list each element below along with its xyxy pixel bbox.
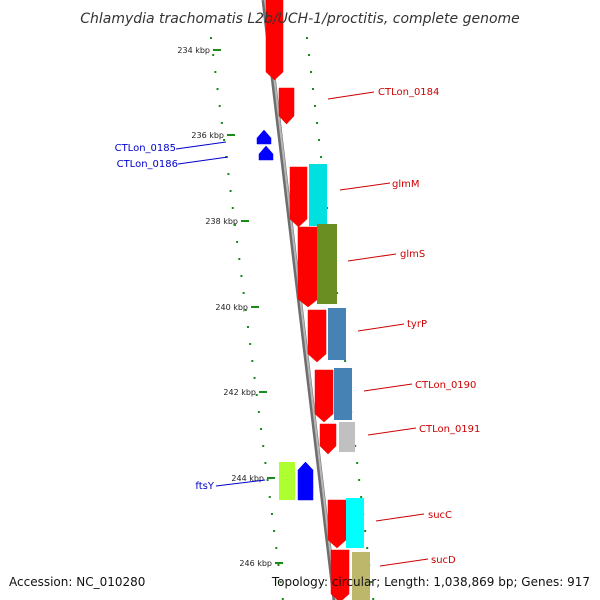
cog-category-block <box>328 308 346 360</box>
cog-category-block <box>279 462 295 500</box>
gene-label: glmM <box>392 179 420 190</box>
genome-summary-text: Topology: circular; Length: 1,038,869 bp… <box>271 575 590 589</box>
gene-label: ftsY <box>195 481 214 492</box>
scale-tick-label: 242 kbp <box>223 388 256 397</box>
cog-category-block <box>309 164 327 226</box>
gene-label: CTLon_0186 <box>117 159 178 170</box>
gene-label-leader <box>177 156 229 165</box>
gene-label: CTLon_0191 <box>419 424 480 435</box>
gene-label: CTLon_0184 <box>378 87 439 98</box>
gene-label: CTLon_0185 <box>115 143 176 154</box>
gene-label-leader <box>357 323 405 332</box>
genes-layer <box>256 0 370 600</box>
gene-label: tyrP <box>407 319 427 330</box>
scale-tick-label: 240 kbp <box>215 303 248 312</box>
gene-label-leader <box>215 479 266 487</box>
gene-arrow <box>289 166 308 228</box>
gene-arrow <box>307 309 327 363</box>
gene-label-leader <box>363 383 413 392</box>
scale-tick-label: 244 kbp <box>231 474 264 483</box>
gene-arrow <box>297 461 314 501</box>
gene-arrow <box>258 145 274 161</box>
scale-ticks: 234 kbp 236 kbp 238 kbp 240 kbp 242 kbp 244 k… <box>177 37 375 600</box>
scale-tick-label: 238 kbp <box>205 217 238 226</box>
gene-arrow <box>330 549 350 600</box>
gene-arrow <box>297 226 319 308</box>
accession-text: Accession: NC_010280 <box>9 575 145 589</box>
gene-arrow <box>256 129 272 145</box>
cog-category-block <box>317 224 337 304</box>
cog-category-block <box>334 368 352 420</box>
gene-arrow <box>319 423 337 455</box>
gene-label-leader <box>367 427 417 436</box>
gene-label: glmS <box>400 249 425 260</box>
scale-tick-label: 234 kbp <box>177 46 210 55</box>
gene-label-leader <box>379 558 429 567</box>
gene-label-leader <box>327 91 375 100</box>
scale-tick-label: 236 kbp <box>191 131 224 140</box>
gene-labels-layer: CTLon_0184 CTLon_0185 CTLon_0186 glmM glmS ty… <box>115 87 480 567</box>
gene-arrow <box>278 87 295 125</box>
gene-arrow <box>327 499 347 549</box>
cog-category-block <box>352 552 370 600</box>
gene-label-leader <box>375 513 425 522</box>
gene-arrow <box>314 369 334 423</box>
cog-category-block <box>346 498 364 548</box>
gene-label: CTLon_0190 <box>415 380 476 391</box>
map-title: Chlamydia trachomatis L2b/UCH-1/proctiti… <box>80 11 520 27</box>
scale-tick-label: 246 kbp <box>239 559 272 568</box>
gene-label-leader <box>175 141 227 150</box>
gene-label-leader <box>339 182 391 191</box>
gene-label: sucC <box>428 510 452 521</box>
gene-label-leader <box>347 253 397 262</box>
gene-arrow <box>265 0 284 81</box>
cog-category-block <box>339 422 355 452</box>
gene-label: sucD <box>431 555 456 566</box>
